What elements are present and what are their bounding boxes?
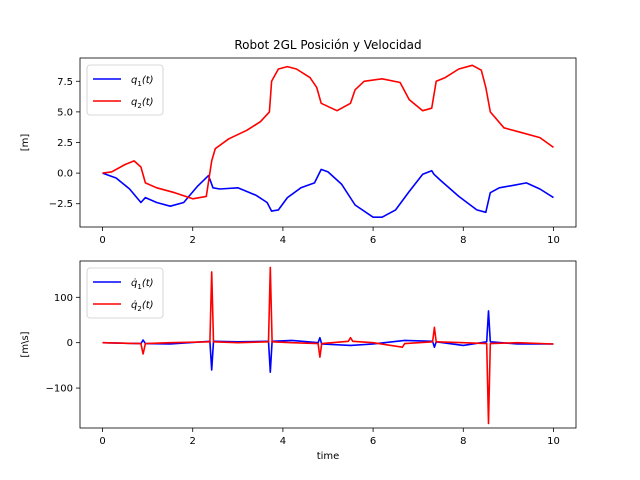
y-tick-label: 5.0 <box>57 107 73 118</box>
series-line-1 <box>102 168 554 218</box>
position-plot: 0 2 4 6 8 10 −2.5 0.0 2.5 5.0 7.5 [m] q1(t) q2(t) <box>20 57 577 246</box>
legend-label-2: q2(t) <box>131 97 154 110</box>
series-group <box>102 266 554 425</box>
x-tick-label: 10 <box>547 235 560 246</box>
x-tick-label: 8 <box>460 235 466 246</box>
y-tick-label: 0 <box>67 338 73 349</box>
y-tick-label: 2.5 <box>57 138 73 149</box>
x-tick-label: 2 <box>190 436 196 447</box>
legend-label-2: q̇2(t) <box>131 299 154 313</box>
y-tick-label: 100 <box>54 293 73 304</box>
velocity-plot: 0 2 4 6 8 10 −100 0 100 [m\s] time q̇1(t) q̇2(t) <box>20 260 577 462</box>
x-tick-label: 0 <box>99 436 105 447</box>
series-line-2 <box>102 64 554 200</box>
y-tick-label: −100 <box>46 384 73 395</box>
x-tick-label: 4 <box>280 436 286 447</box>
x-axis-label: time <box>317 451 340 462</box>
series-line-2 <box>102 266 554 425</box>
x-tick-label: 10 <box>547 436 560 447</box>
x-tick-label: 0 <box>99 235 105 246</box>
y-axis-label: [m] <box>20 134 31 152</box>
legend-box <box>86 64 164 116</box>
legend-label-1: q̇1(t) <box>131 277 154 291</box>
series-group <box>102 64 554 218</box>
x-tick-label: 8 <box>460 436 466 447</box>
chart-title: Robot 2GL Posición y Velocidad <box>234 38 421 52</box>
axes-frame <box>79 260 577 429</box>
x-tick-label: 4 <box>280 235 286 246</box>
x-tick-label: 2 <box>190 235 196 246</box>
y-tick-label: −2.5 <box>49 199 73 210</box>
y-axis-label: [m\s] <box>20 331 31 357</box>
x-tick-label: 6 <box>370 436 376 447</box>
y-tick-label: 7.5 <box>57 77 73 88</box>
y-tick-label: 0.0 <box>57 169 73 180</box>
legend-label-1: q1(t) <box>131 75 154 88</box>
legend-box <box>86 267 164 319</box>
x-tick-label: 6 <box>370 235 376 246</box>
